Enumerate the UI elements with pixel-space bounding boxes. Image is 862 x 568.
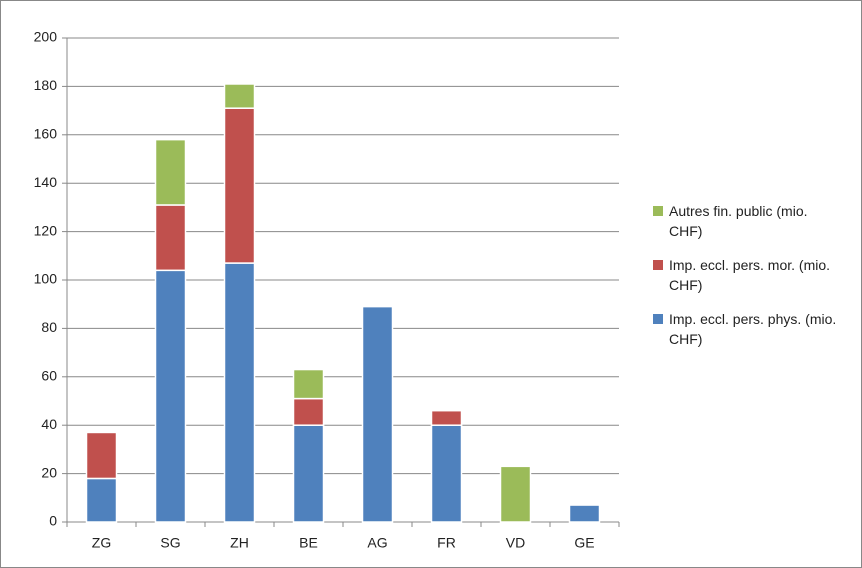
bar-segment xyxy=(292,368,325,400)
bar-segment xyxy=(154,269,187,523)
bar-segment xyxy=(568,504,601,523)
y-tick-label: 0 xyxy=(49,513,57,529)
y-tick-label: 200 xyxy=(34,29,58,45)
bar-segment xyxy=(430,409,463,426)
legend-swatch xyxy=(653,314,663,324)
y-tick-label: 40 xyxy=(41,416,57,432)
bar-segment xyxy=(154,138,187,206)
y-tick-label: 80 xyxy=(41,319,57,335)
x-tick-label: BE xyxy=(299,535,318,551)
bar-segment xyxy=(223,262,256,523)
y-tick-label: 160 xyxy=(34,126,58,142)
legend-item: Imp. eccl. pers. phys. (mio. CHF) xyxy=(653,309,843,349)
legend-label: Imp. eccl. pers. phys. (mio. CHF) xyxy=(669,311,837,347)
bar-segment xyxy=(223,107,256,264)
y-tick-label: 20 xyxy=(41,464,57,480)
bar-segment xyxy=(430,424,463,523)
bar-segment xyxy=(292,397,325,426)
y-tick-label: 120 xyxy=(34,222,58,238)
bar-segment xyxy=(361,305,394,523)
x-tick-label: ZH xyxy=(230,535,249,551)
legend-swatch xyxy=(653,260,663,270)
bar-segment xyxy=(223,83,256,109)
legend-label: Imp. eccl. pers. mor. (mio. CHF) xyxy=(669,257,831,293)
x-tick-label: VD xyxy=(506,535,525,551)
x-tick-label: ZG xyxy=(92,535,111,551)
bar-segment xyxy=(292,424,325,523)
y-tick-label: 140 xyxy=(34,174,58,190)
x-tick-label: GE xyxy=(574,535,594,551)
legend-label: Autres fin. public (mio. CHF) xyxy=(669,203,808,239)
bar-segment xyxy=(85,431,118,480)
x-tick-label: SG xyxy=(160,535,180,551)
y-tick-label: 100 xyxy=(34,271,58,287)
x-tick-label: FR xyxy=(437,535,456,551)
legend: Autres fin. public (mio. CHF) Imp. eccl. … xyxy=(653,201,843,363)
bar-segment xyxy=(154,204,187,272)
legend-item: Autres fin. public (mio. CHF) xyxy=(653,201,843,241)
legend-item: Imp. eccl. pers. mor. (mio. CHF) xyxy=(653,255,843,295)
bar-segment xyxy=(499,465,532,523)
y-tick-label: 60 xyxy=(41,368,57,384)
y-tick-label: 180 xyxy=(34,77,58,93)
bar-segment xyxy=(85,477,118,523)
x-tick-label: AG xyxy=(367,535,387,551)
legend-swatch xyxy=(653,206,663,216)
